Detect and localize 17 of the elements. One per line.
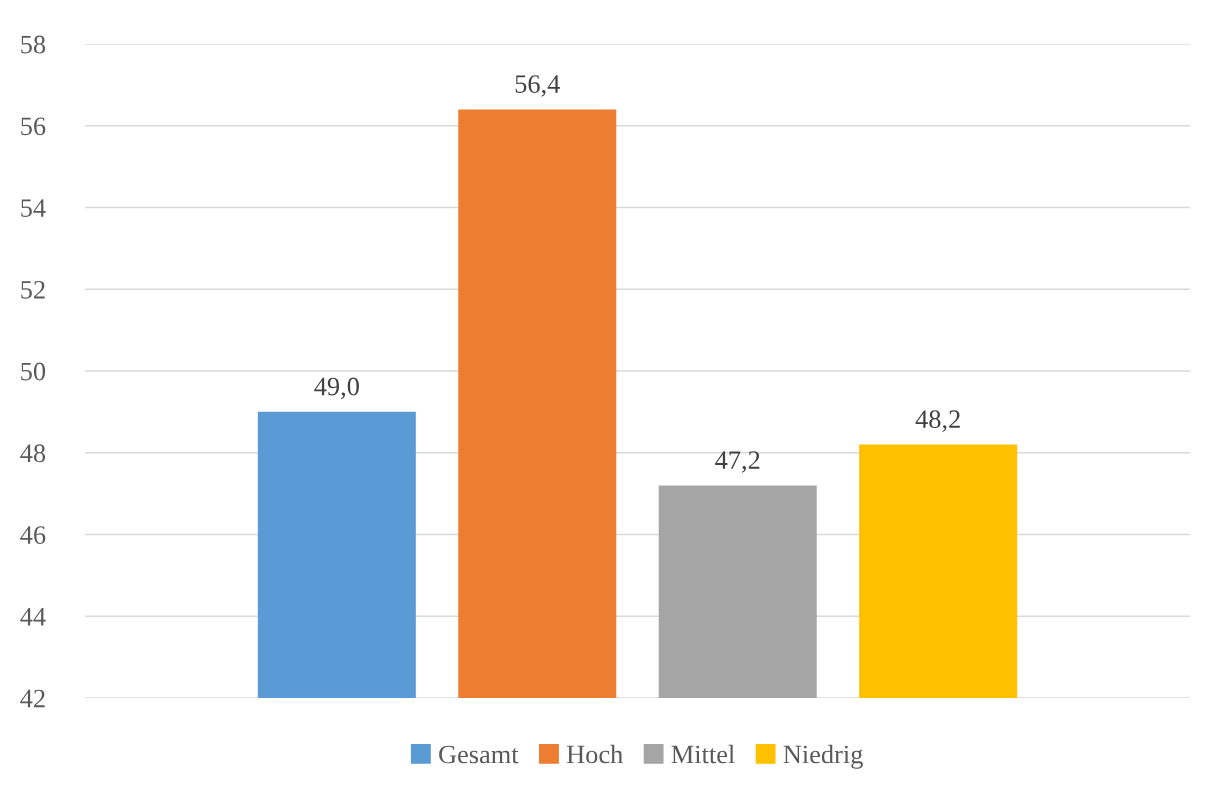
data-label: 49,0 — [314, 377, 359, 400]
y-tick-label: 56 — [21, 117, 46, 136]
data-label: 48,2 — [915, 410, 960, 432]
data-label: 56,4 — [515, 75, 560, 97]
y-tick-label: 42 — [20, 689, 45, 708]
y-tick-label: 50 — [21, 362, 46, 381]
y-tick-label: 46 — [20, 526, 46, 544]
y-tick-label: 58 — [21, 35, 46, 54]
legend-label: Hoch — [566, 744, 623, 764]
y-tick-label: 48 — [20, 444, 46, 463]
legend-label: Gesamt — [439, 745, 519, 764]
data-label: 47,2 — [715, 451, 760, 473]
y-tick-label: 54 — [21, 199, 46, 217]
y-tick-label: 52 — [21, 280, 45, 299]
legend-label: Mittel — [671, 744, 735, 764]
legend-label: Niedrig — [783, 744, 863, 769]
y-tick-label: 44 — [20, 608, 46, 626]
